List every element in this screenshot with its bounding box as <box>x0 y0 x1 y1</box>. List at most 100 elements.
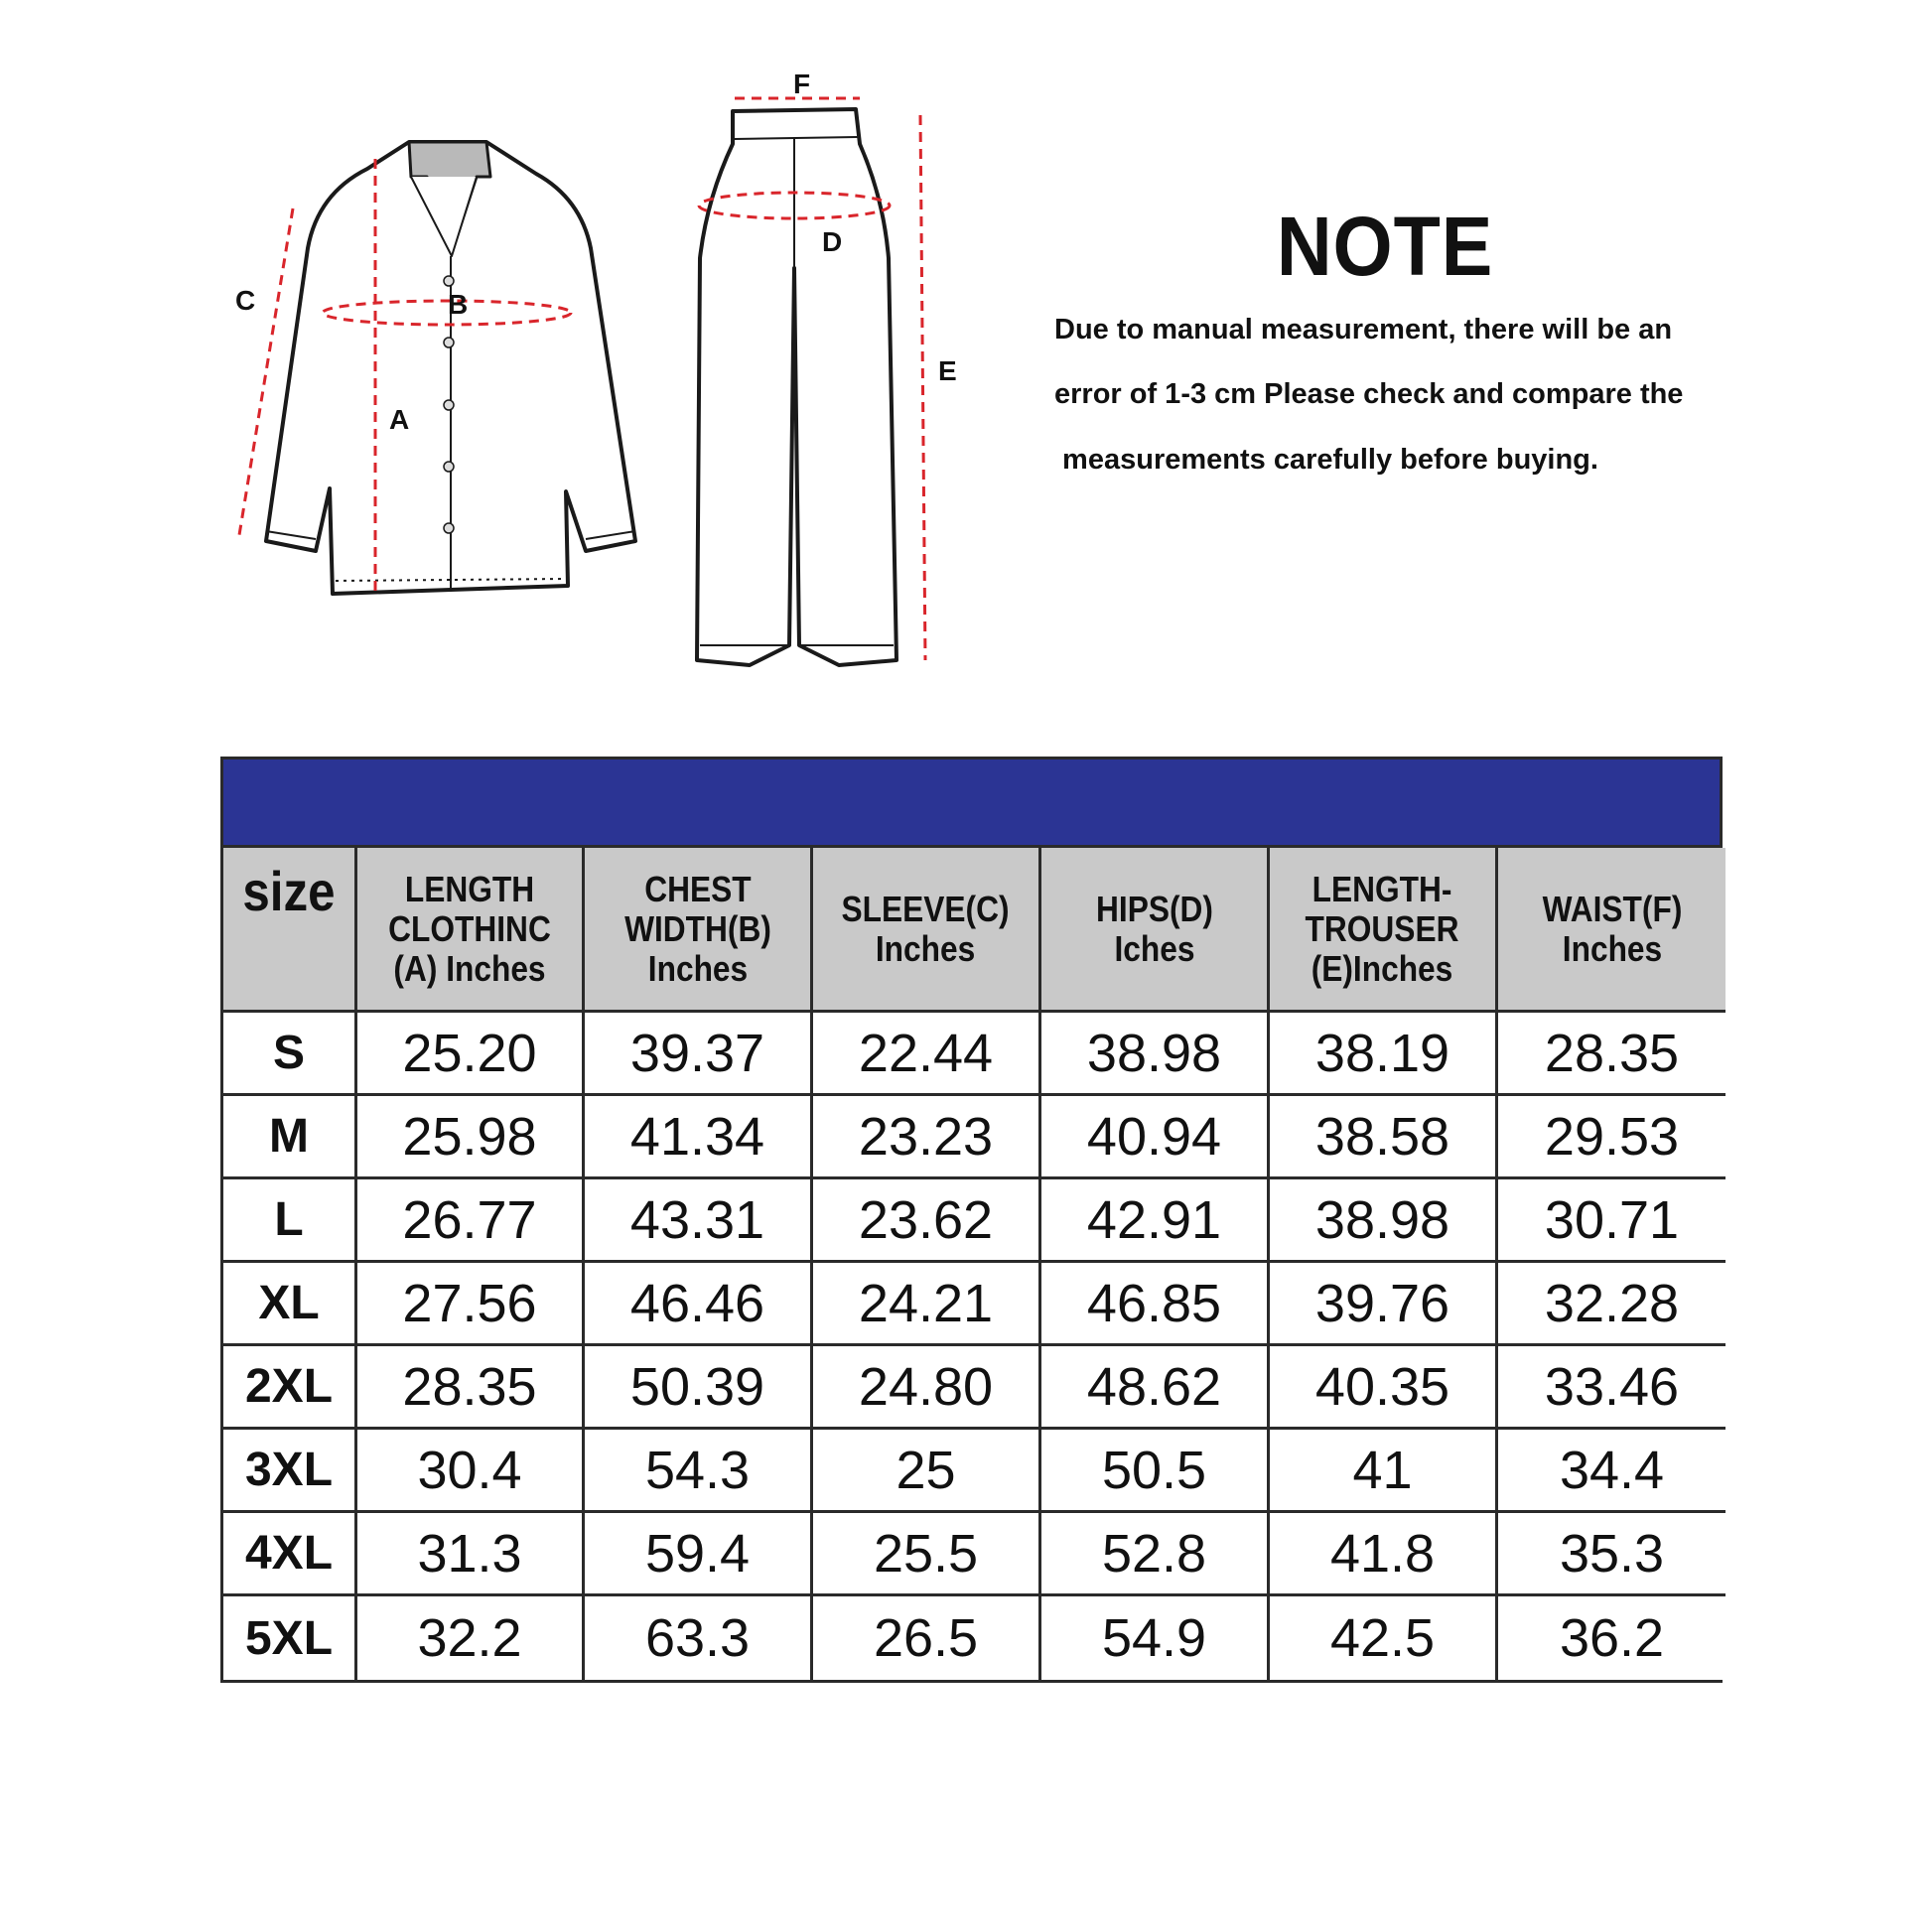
measurement-cell: 26.77 <box>357 1179 585 1263</box>
measurement-cell: 46.46 <box>585 1263 813 1346</box>
header-cell: HIPS(D) Iches <box>1041 848 1270 1013</box>
measurement-cell: 25.98 <box>357 1096 585 1179</box>
header-cell: LENGTH CLOTHINC (A) Inches <box>357 848 585 1013</box>
size-label: 3XL <box>223 1430 357 1513</box>
note-title: NOTE <box>1276 200 1494 293</box>
size-label: XL <box>223 1263 357 1346</box>
measure-lines-shirt <box>236 159 573 596</box>
size-chart-table: size LENGTH CLOTHINC (A) Inches CHEST WIDT… <box>220 757 1725 1683</box>
measurement-cell: 28.35 <box>357 1346 585 1430</box>
header-cell: LENGTH- TROUSER (E)Inches <box>1270 848 1498 1013</box>
measurement-cell: 27.56 <box>357 1263 585 1346</box>
header-size: size <box>223 848 357 1013</box>
measurement-cell: 39.37 <box>585 1013 813 1096</box>
measurement-cell: 30.4 <box>357 1430 585 1513</box>
header-cell: WAIST(F) Inches <box>1498 848 1725 1013</box>
measurement-cell: 42.5 <box>1270 1596 1498 1680</box>
size-label: L <box>223 1179 357 1263</box>
header-label: LENGTH- TROUSER (E)Inches <box>1306 868 1459 989</box>
measurement-cell: 59.4 <box>585 1513 813 1596</box>
header-cell: SLEEVE(C) Inches <box>813 848 1041 1013</box>
table-header-row: size LENGTH CLOTHINC (A) Inches CHEST WIDT… <box>223 848 1725 1013</box>
size-label: 5XL <box>223 1596 357 1680</box>
table-row: 5XL 32.2 63.3 26.5 54.9 42.5 36.2 <box>223 1596 1725 1680</box>
measurement-cell: 54.9 <box>1041 1596 1270 1680</box>
header-cell: CHEST WIDTH(B) Inches <box>585 848 813 1013</box>
measurement-cell: 38.98 <box>1041 1013 1270 1096</box>
measurement-cell: 33.46 <box>1498 1346 1725 1430</box>
label-d: D <box>822 226 842 257</box>
measurement-cell: 38.58 <box>1270 1096 1498 1179</box>
size-label: M <box>223 1096 357 1179</box>
measurement-cell: 63.3 <box>585 1596 813 1680</box>
measurement-cell: 25 <box>813 1430 1041 1513</box>
measurement-cell: 41.8 <box>1270 1513 1498 1596</box>
table-title-band <box>223 759 1720 848</box>
measure-line-b <box>321 299 573 327</box>
measurement-cell: 23.62 <box>813 1179 1041 1263</box>
label-f: F <box>793 69 810 99</box>
size-label: S <box>223 1013 357 1096</box>
header-label: LENGTH CLOTHINC (A) Inches <box>388 868 551 989</box>
measurement-cell: 41 <box>1270 1430 1498 1513</box>
measurement-cell: 54.3 <box>585 1430 813 1513</box>
measurement-cell: 25.20 <box>357 1013 585 1096</box>
measure-line-d <box>697 191 892 220</box>
header-label: CHEST WIDTH(B) Inches <box>623 868 771 989</box>
measurement-cell: 26.5 <box>813 1596 1041 1680</box>
garment-measurement-diagram: C B A F D E <box>235 69 957 667</box>
measurement-cell: 25.5 <box>813 1513 1041 1596</box>
label-b: B <box>448 289 468 320</box>
measurement-cell: 35.3 <box>1498 1513 1725 1596</box>
measurement-cell: 32.28 <box>1498 1263 1725 1346</box>
size-label: 4XL <box>223 1513 357 1596</box>
measure-line-e <box>918 114 927 661</box>
table-body: S 25.20 39.37 22.44 38.98 38.19 28.35 M 25.98 41.… <box>223 1013 1725 1680</box>
table-row: S 25.20 39.37 22.44 38.98 38.19 28.35 <box>223 1013 1725 1096</box>
measure-line-c <box>236 207 295 542</box>
measurement-cell: 50.39 <box>585 1346 813 1430</box>
measurement-cell: 40.94 <box>1041 1096 1270 1179</box>
measurement-cell: 32.2 <box>357 1596 585 1680</box>
measurement-cell: 28.35 <box>1498 1013 1725 1096</box>
measurement-cell: 36.2 <box>1498 1596 1725 1680</box>
measurement-cell: 48.62 <box>1041 1346 1270 1430</box>
measurement-cell: 43.31 <box>585 1179 813 1263</box>
measurement-cell: 24.21 <box>813 1263 1041 1346</box>
measurement-cell: 34.4 <box>1498 1430 1725 1513</box>
header-label: HIPS(D) Iches <box>1095 888 1213 969</box>
measure-lines-pants <box>697 96 927 661</box>
note-line-3: measurements carefully before buying. <box>1054 444 1598 476</box>
measurement-cell: 29.53 <box>1498 1096 1725 1179</box>
table-row: 2XL 28.35 50.39 24.80 48.62 40.35 33.46 <box>223 1346 1725 1430</box>
label-e: E <box>938 355 957 386</box>
measurement-cell: 46.85 <box>1041 1263 1270 1346</box>
pajama-pants-illustration <box>695 107 898 667</box>
measurement-cell: 39.76 <box>1270 1263 1498 1346</box>
label-c: C <box>235 285 255 316</box>
header-label: SLEEVE(C) Inches <box>842 888 1010 969</box>
measurement-cell: 42.91 <box>1041 1179 1270 1263</box>
header-label: size <box>242 860 336 922</box>
size-label: 2XL <box>223 1346 357 1430</box>
table-row: 4XL 31.3 59.4 25.5 52.8 41.8 35.3 <box>223 1513 1725 1596</box>
measurement-cell: 24.80 <box>813 1346 1041 1430</box>
measurement-cell: 23.23 <box>813 1096 1041 1179</box>
table-row: 3XL 30.4 54.3 25 50.5 41 34.4 <box>223 1430 1725 1513</box>
table-row: XL 27.56 46.46 24.21 46.85 39.76 32.28 <box>223 1263 1725 1346</box>
measurement-cell: 38.98 <box>1270 1179 1498 1263</box>
note-line-2: error of 1-3 cm Please check and compare… <box>1054 378 1684 410</box>
measurement-cell: 22.44 <box>813 1013 1041 1096</box>
measurement-cell: 31.3 <box>357 1513 585 1596</box>
measurement-cell: 50.5 <box>1041 1430 1270 1513</box>
table-row: M 25.98 41.34 23.23 40.94 38.58 29.53 <box>223 1096 1725 1179</box>
measurement-cell: 30.71 <box>1498 1179 1725 1263</box>
measurement-cell: 40.35 <box>1270 1346 1498 1430</box>
note-line-1: Due to manual measurement, there will be… <box>1054 314 1673 345</box>
label-a: A <box>389 404 409 435</box>
measurement-cell: 38.19 <box>1270 1013 1498 1096</box>
measurement-cell: 52.8 <box>1041 1513 1270 1596</box>
measurement-cell: 41.34 <box>585 1096 813 1179</box>
header-label: WAIST(F) Inches <box>1542 888 1682 969</box>
pajama-shirt-illustration <box>264 140 637 596</box>
